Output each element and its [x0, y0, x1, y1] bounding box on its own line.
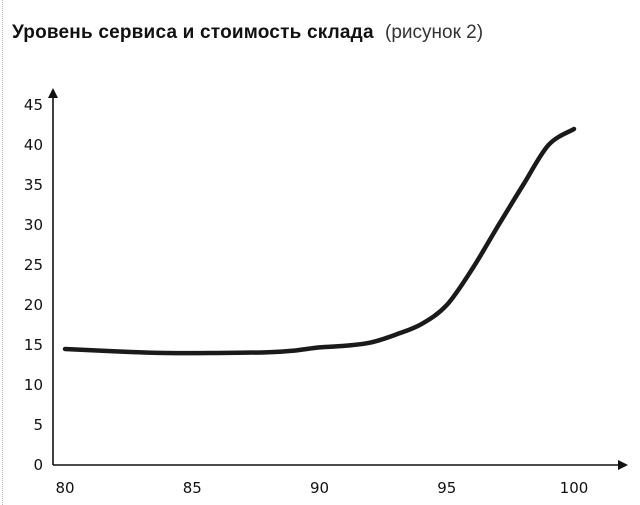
y-tick-label: 5	[33, 416, 43, 434]
chart-title-sub: (рисунок 2)	[385, 22, 484, 43]
left-dotted-rule	[2, 0, 3, 505]
y-tick-label: 10	[24, 376, 43, 394]
x-tick-label: 95	[437, 479, 456, 497]
series-group	[62, 126, 577, 356]
y-tick-label: 40	[24, 136, 43, 154]
y-tick-label: 35	[24, 176, 43, 194]
y-tick-label: 0	[33, 456, 43, 474]
x-axis-ticks: 80 85 90 95 100	[55, 479, 588, 497]
x-tick-label: 85	[183, 479, 202, 497]
chart-title: Уровень сервиса и стоимость склада (рису…	[12, 20, 483, 46]
chart-title-main: Уровень сервиса и стоимость склада	[12, 22, 374, 43]
y-tick-label: 45	[24, 96, 43, 114]
axes	[48, 88, 628, 470]
series-line	[62, 126, 577, 356]
x-tick-label: 100	[560, 479, 589, 497]
x-axis-arrow	[618, 460, 628, 470]
x-tick-label: 90	[310, 479, 329, 497]
y-axis-arrow	[48, 88, 58, 98]
y-tick-label: 20	[24, 296, 43, 314]
y-tick-label: 15	[24, 336, 43, 354]
y-axis-ticks: 0 5 10 15 20 25 30 35 40 45	[24, 96, 43, 474]
y-tick-label: 25	[24, 256, 43, 274]
x-tick-label: 80	[55, 479, 74, 497]
y-tick-label: 30	[24, 216, 43, 234]
